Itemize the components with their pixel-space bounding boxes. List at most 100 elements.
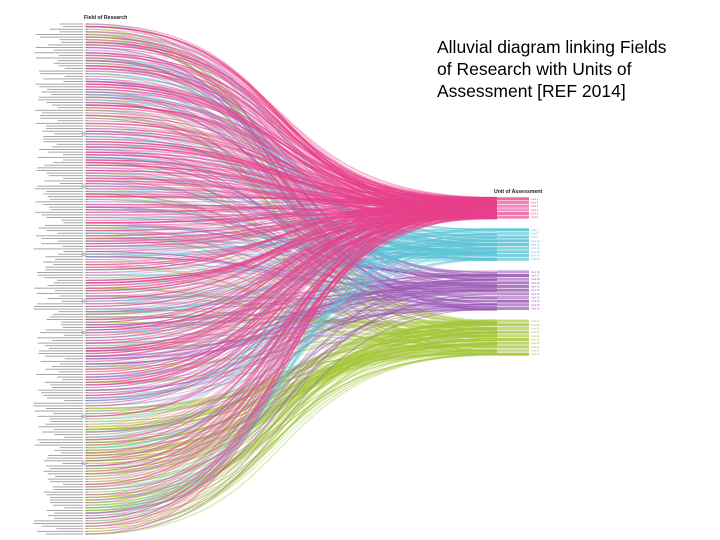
field-label-line (57, 60, 83, 62)
field-label-line (44, 381, 83, 383)
flow-ribbon (85, 205, 498, 402)
field-label-line (35, 109, 83, 111)
field-label-line (37, 303, 83, 305)
uoa-label: UoA 29 (531, 327, 540, 331)
flow-ribbon (85, 337, 498, 527)
uoa-label: UoA 8 (531, 232, 539, 236)
field-label-line (61, 321, 83, 323)
field-label-line (54, 434, 83, 436)
uoa-node (497, 250, 529, 254)
uoa-label: UoA 16 (531, 270, 540, 274)
flow-ribbon (85, 91, 498, 245)
flow-ribbon (85, 232, 498, 522)
flow-ribbon (85, 245, 498, 251)
field-label-line (44, 345, 83, 347)
field-label-line (53, 489, 83, 490)
field-label-line (43, 141, 83, 143)
field-label-line (38, 96, 83, 98)
flow-ribbon (85, 120, 498, 203)
flow-ribbon (85, 204, 498, 528)
field-label-line (46, 190, 83, 192)
flow-ribbon (85, 198, 498, 292)
field-label-line (43, 277, 83, 279)
field-label-line (62, 326, 83, 328)
flow-ribbon (85, 342, 498, 525)
flow-ribbon (85, 198, 498, 404)
uoa-node (497, 352, 529, 356)
flow-ribbon (85, 258, 498, 493)
flow-ribbon (85, 96, 498, 219)
flow-ribbon (85, 278, 498, 527)
flow-ribbon (85, 188, 498, 207)
uoa-node (497, 208, 529, 212)
flow-ribbon (85, 285, 498, 444)
field-of-research-heading: Field of Research (84, 15, 127, 21)
flow-ribbon (85, 350, 498, 412)
flow-ribbon (85, 167, 498, 278)
field-label-line (43, 78, 83, 80)
flow-ribbon (85, 335, 498, 530)
flow-ribbon (85, 198, 498, 292)
flow-ribbon (85, 130, 498, 288)
flow-ribbon (85, 57, 498, 332)
flow-ribbon (85, 244, 498, 388)
field-label-line (52, 486, 83, 488)
field-label-line (45, 423, 83, 425)
flow-ribbon (85, 206, 498, 218)
field-label-line (37, 337, 83, 339)
flow-ribbon (85, 197, 498, 281)
field-label-line (53, 428, 83, 430)
flow-ribbon (85, 306, 498, 496)
flow-ribbon (85, 324, 498, 530)
flow-ribbon (85, 251, 498, 488)
flow-ribbon (85, 209, 498, 331)
flow-ribbon (85, 281, 498, 310)
field-label-line (43, 470, 83, 472)
field-label-line (42, 130, 83, 132)
flow-ribbon (85, 197, 498, 378)
field-label-line (64, 400, 83, 402)
flow-ribbon (85, 248, 498, 271)
uoa-node (497, 288, 529, 292)
flow-ribbon (85, 206, 498, 436)
flow-ribbon (85, 278, 498, 394)
flow-ribbon (85, 41, 498, 258)
flow-ribbon (85, 199, 498, 216)
field-label-line (39, 350, 83, 352)
flow-ribbon (85, 227, 498, 271)
field-label-line (43, 394, 83, 396)
flow-ribbon (85, 340, 498, 456)
field-label-line (44, 164, 83, 166)
field-label-line (63, 26, 83, 28)
flow-ribbon (85, 177, 498, 214)
flow-ribbon (85, 185, 498, 207)
uoa-node (497, 200, 529, 205)
flow-ribbon (85, 198, 498, 378)
field-label-line (46, 397, 83, 399)
flow-ribbon (85, 193, 498, 232)
field-label-line (33, 308, 83, 310)
field-label-line (63, 177, 83, 179)
field-label-line (35, 47, 83, 48)
flow-ribbon (85, 206, 498, 454)
flow-ribbon (85, 329, 498, 490)
flow-ribbon (85, 211, 498, 532)
flow-ribbon (85, 68, 498, 261)
flow-ribbon (85, 28, 498, 322)
field-label-line (40, 36, 83, 38)
uoa-label: UoA 24 (531, 299, 540, 303)
flow-ribbon (85, 215, 498, 478)
flow-ribbon (85, 109, 498, 241)
flow-ribbon (85, 321, 498, 431)
flow-ribbon (85, 198, 498, 239)
flow-ribbon (85, 247, 498, 302)
uoa-label: UoA 14 (531, 254, 540, 258)
field-label-line (39, 70, 83, 72)
flow-ribbon (85, 198, 498, 302)
flow-ribbon (85, 198, 498, 519)
uoa-node (497, 306, 529, 311)
flow-ribbon (85, 273, 498, 376)
field-label-line (53, 313, 83, 315)
uoa-label: UoA 1 (531, 197, 539, 201)
flow-ribbon (85, 235, 498, 360)
